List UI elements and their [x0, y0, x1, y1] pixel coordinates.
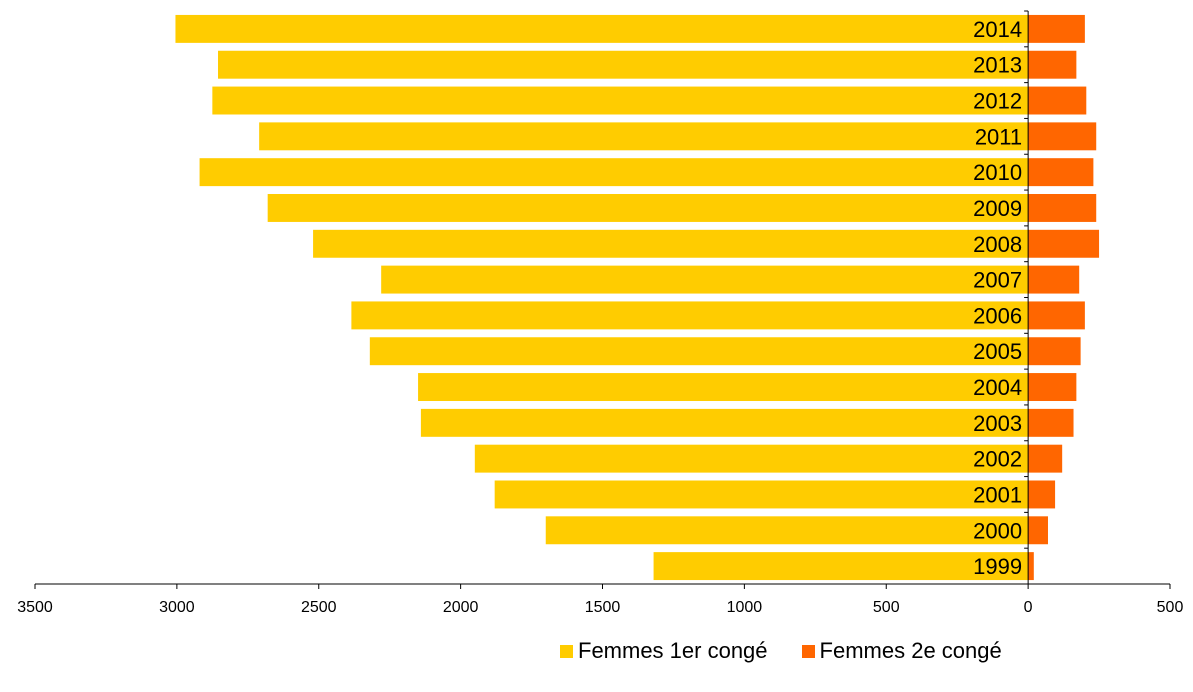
bar-first-leave-2009 [267, 194, 1029, 222]
bar-first-leave-2013 [218, 50, 1029, 79]
category-label-2003: 2003 [973, 411, 1022, 436]
bar-first-leave-2002 [474, 444, 1029, 473]
x-tick-label: 1000 [727, 599, 763, 616]
bar-first-leave-2007 [381, 265, 1029, 294]
bar-second-leave-2003 [1028, 408, 1074, 437]
axes [34, 10, 1171, 589]
category-label-2014: 2014 [973, 17, 1022, 42]
bar-second-leave-2000 [1028, 516, 1048, 545]
bar-second-leave-2004 [1028, 373, 1077, 401]
legend-item-series-2: Femmes 2e congé [801, 638, 1002, 664]
bar-second-leave-2001 [1028, 480, 1056, 509]
legend: Femmes 1er congé Femmes 2e congé [560, 638, 1002, 664]
bar-first-leave-2006 [351, 301, 1029, 330]
bar-first-leave-1999 [653, 552, 1029, 581]
legend-label-series-1: Femmes 1er congé [578, 638, 768, 663]
bar-second-leave-2014 [1028, 14, 1085, 43]
legend-item-series-1: Femmes 1er congé [560, 638, 768, 664]
bar-second-leave-2009 [1028, 194, 1097, 222]
bar-second-leave-2002 [1028, 444, 1063, 473]
labels-layer: 2014 2013 2012 2011 2010 2009 2008 2007 2006 2005… [17, 17, 1183, 616]
x-tick-label: 2500 [301, 599, 337, 616]
bar-first-leave-2008 [313, 229, 1029, 258]
x-tick-label: 0 [1024, 599, 1033, 616]
x-tick-label: 2000 [443, 599, 479, 616]
category-label-2008: 2008 [973, 232, 1022, 257]
bars-layer [175, 14, 1100, 581]
x-tick-label: 500 [873, 599, 900, 616]
bar-first-leave-2000 [545, 516, 1029, 545]
legend-label-series-2: Femmes 2e congé [819, 638, 1002, 663]
bar-second-leave-2006 [1028, 301, 1085, 330]
x-tick-label: 3500 [17, 599, 53, 616]
category-label-2011: 2011 [975, 124, 1022, 149]
bar-first-leave-2011 [259, 122, 1029, 151]
bar-first-leave-2003 [420, 408, 1029, 437]
legend-swatch-series-2 [801, 644, 815, 658]
category-label-1999: 1999 [973, 554, 1022, 579]
category-label-2013: 2013 [973, 53, 1022, 78]
bar-second-leave-2005 [1028, 337, 1081, 366]
category-label-2009: 2009 [973, 196, 1022, 221]
bar-second-leave-2007 [1028, 265, 1080, 294]
bar-second-leave-2013 [1028, 50, 1077, 79]
bar-second-leave-2011 [1028, 122, 1097, 151]
bar-second-leave-1999 [1028, 552, 1034, 581]
legend-swatch-series-1 [560, 644, 573, 658]
category-label-2000: 2000 [973, 518, 1022, 543]
category-label-2004: 2004 [973, 375, 1022, 400]
x-tick-label: 500 [1157, 599, 1184, 616]
bar-second-leave-2008 [1028, 229, 1100, 258]
bar-first-leave-2004 [418, 373, 1029, 401]
bar-first-leave-2014 [175, 14, 1029, 43]
category-label-2007: 2007 [973, 268, 1022, 293]
bar-second-leave-2012 [1028, 86, 1087, 115]
bar-first-leave-2001 [494, 480, 1029, 509]
category-label-2005: 2005 [973, 339, 1022, 364]
bar-first-leave-2012 [212, 86, 1029, 115]
bar-first-leave-2010 [199, 158, 1029, 187]
bar-second-leave-2010 [1028, 158, 1094, 187]
category-label-2010: 2010 [973, 160, 1022, 185]
x-tick-label: 1500 [585, 599, 621, 616]
category-label-2001: 2001 [973, 482, 1022, 507]
bar-first-leave-2005 [369, 337, 1029, 366]
category-label-2002: 2002 [973, 447, 1022, 472]
category-label-2012: 2012 [973, 89, 1022, 114]
x-tick-label: 3000 [159, 599, 195, 616]
category-label-2006: 2006 [973, 303, 1022, 328]
